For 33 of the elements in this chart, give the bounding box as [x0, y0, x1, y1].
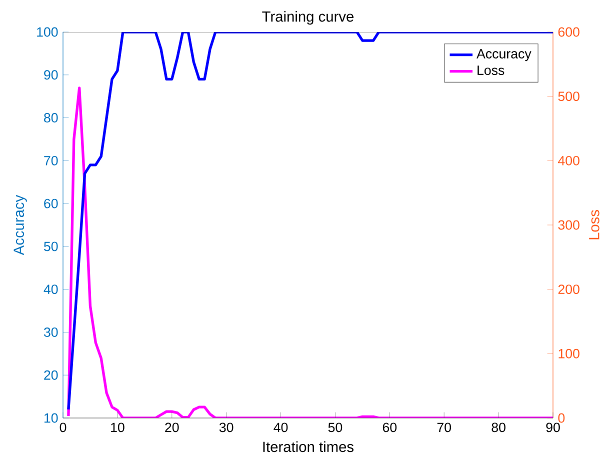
x-tick-label: 90 — [546, 422, 560, 432]
y2-tick-label: 500 — [558, 92, 580, 102]
y2-axis-title: Loss — [589, 210, 600, 240]
x-tick-label: 10 — [111, 422, 124, 432]
legend-label: Loss — [478, 66, 504, 75]
x-tick-label: 30 — [219, 422, 234, 432]
y-tick-label: 100 — [37, 27, 58, 37]
y2-tick-label: 200 — [558, 284, 580, 294]
y-tick-label: 40 — [44, 284, 58, 294]
x-tick-label: 50 — [328, 422, 342, 432]
x-tick-label: 60 — [382, 422, 397, 432]
x-axis-title: Iteration times — [263, 441, 354, 452]
y-tick-label: 90 — [44, 70, 58, 80]
y-tick-label: 50 — [44, 242, 58, 252]
legend-label: Accuracy — [476, 49, 532, 62]
y2-tick-label: 300 — [558, 220, 580, 230]
y2-tick-label: 600 — [558, 27, 580, 37]
x-tick-label: 70 — [437, 422, 452, 432]
y2-tick-label: 100 — [558, 348, 580, 358]
y-tick-label: 60 — [44, 198, 58, 208]
y-axis-title: Accuracy — [14, 194, 27, 256]
x-tick-label: 20 — [165, 422, 179, 432]
y2-tick-label: 400 — [558, 156, 580, 166]
x-tick-label: 80 — [492, 422, 506, 432]
chart-title: Training curve — [262, 10, 354, 25]
x-tick-label: 0 — [60, 422, 66, 432]
y2-tick-label: 0 — [558, 413, 565, 423]
y-tick-label: 20 — [44, 370, 58, 380]
y-tick-label: 30 — [44, 327, 58, 337]
y-tick-label: 80 — [44, 113, 58, 122]
y-tick-label: 10 — [44, 413, 58, 423]
y-tick-label: 70 — [44, 156, 58, 166]
x-tick-label: 40 — [274, 422, 288, 432]
